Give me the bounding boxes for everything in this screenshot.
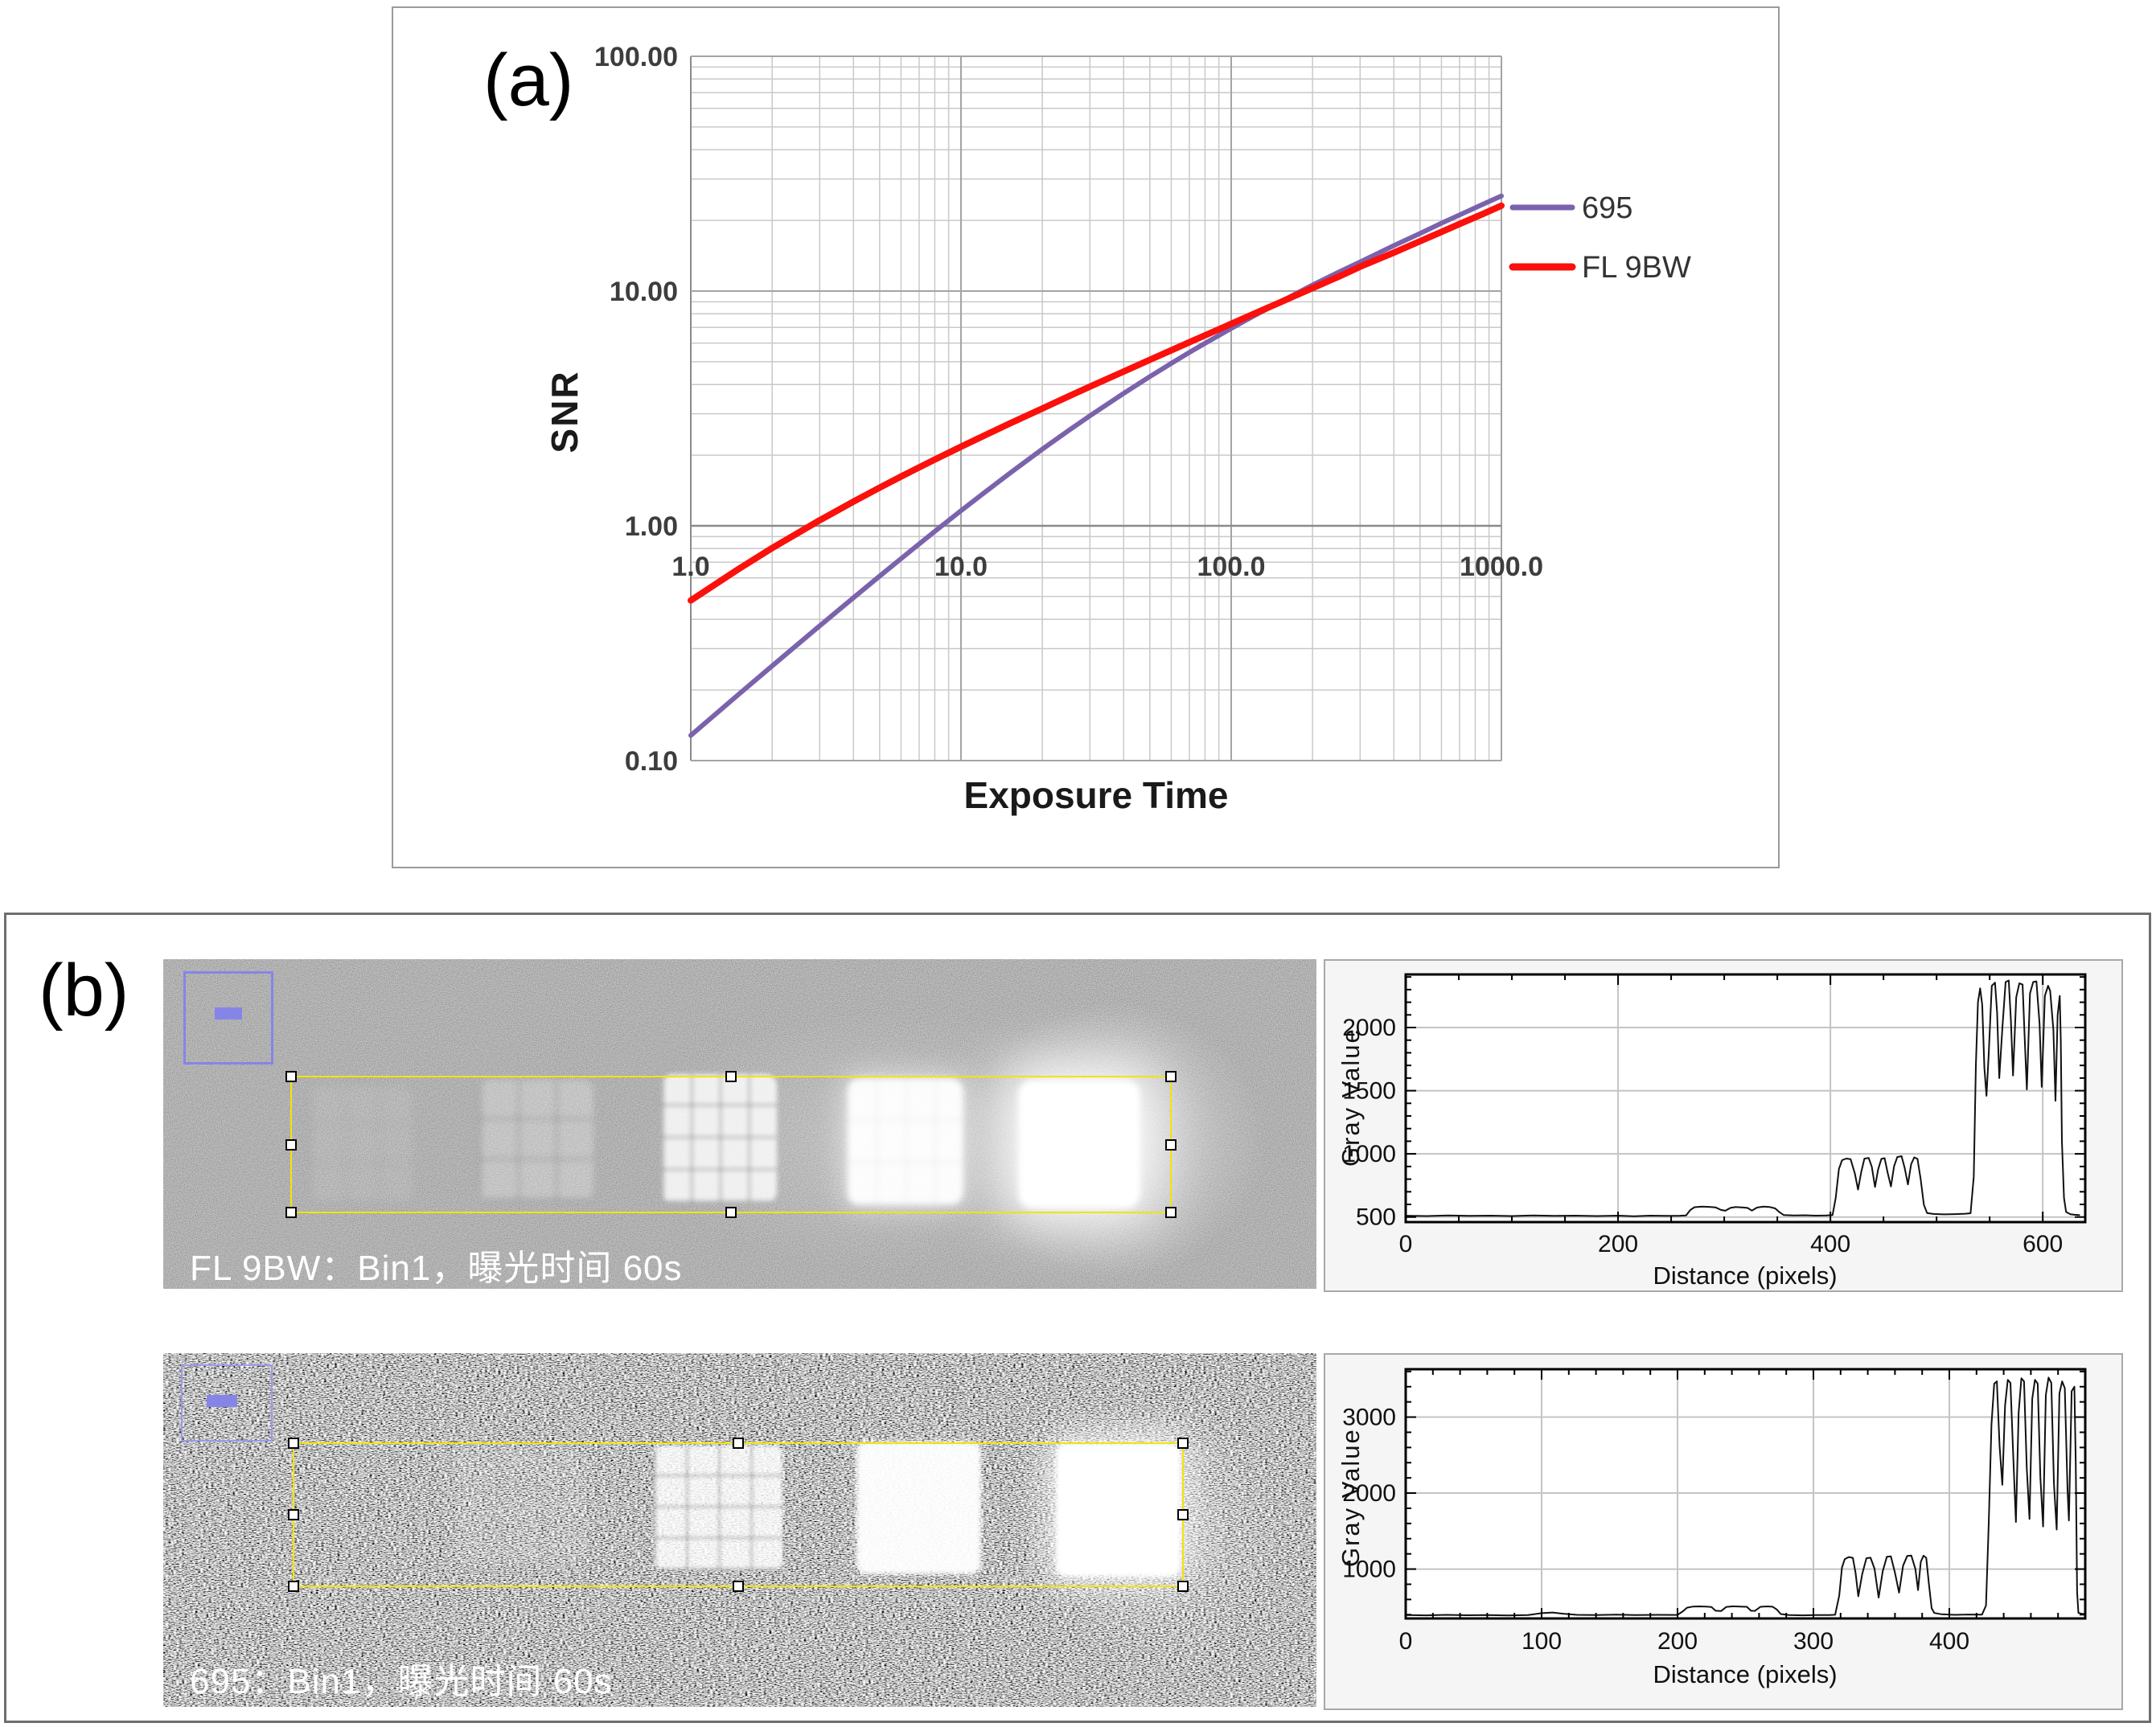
calibration-square-1 [310,1086,413,1203]
calibration-square-5 [1018,1080,1140,1208]
image-caption-695: 695：Bin1，曝光时间 60s [190,1662,613,1701]
profile-curve [1405,979,2080,1217]
svg-text:1000: 1000 [1342,1141,1396,1167]
roi-handle-icon [725,1071,737,1082]
calibration-square-4 [847,1078,963,1205]
roi-handle-icon [1165,1138,1177,1151]
profile1-y-axis-title: Gray Value [1337,1028,1365,1167]
plot-background [1406,974,2085,1222]
profile-axis-numbers: 0 100 200 300 400 1000 2000 3000 [1342,1405,1969,1655]
profile-gridlines [1406,1369,2085,1618]
profile2-y-axis-title: Gray Value [1337,1428,1365,1567]
svg-text:200: 200 [1657,1628,1698,1655]
roi-handle-icon [733,1581,744,1592]
calibration-square-grid [654,1446,782,1570]
camera-image-fl9bw: FL 9BW：Bin1，曝光时间 60s [163,959,1316,1289]
panel-a-label: (a) [483,39,574,121]
series-line-695 [688,193,1504,738]
snr-tick-labels: 100.00 10.00 1.00 0.10 1.0 10.0 100.0 1000.0 [594,42,1543,777]
panel-b: (b) [4,913,2151,1723]
profile-ticks [1405,974,2085,1222]
svg-text:0.10: 0.10 [625,746,678,777]
roi-handle-icon [285,1138,297,1151]
roi-handle-icon [1165,1207,1177,1218]
roi-handle-icon [288,1581,299,1592]
svg-text:0: 0 [1399,1628,1413,1655]
svg-text:2000: 2000 [1342,1015,1396,1041]
svg-text:400: 400 [1810,1231,1850,1257]
svg-text:100: 100 [1522,1628,1562,1655]
calibration-square-white-2 [1056,1443,1181,1577]
svg-text:3000: 3000 [1342,1405,1396,1431]
profile-axis-numbers: 0 200 400 600 500 1000 1500 2000 [1342,1015,2063,1257]
svg-text:10.00: 10.00 [610,277,678,307]
series-line-fl-9bw [688,202,1505,604]
selection-dash-icon [207,1395,237,1407]
roi-handle-icon [733,1438,744,1449]
roi-rectangle-1 [285,1071,1177,1218]
mini-selection-rect-icon [183,971,273,1065]
profile2-x-axis-title: Distance (pixels) [1653,1660,1838,1688]
roi-handle-icon [1177,1581,1189,1592]
profile-plot-1: 0 200 400 600 500 1000 1500 2000 [1342,973,2087,1257]
roi-handle-icon [1177,1509,1189,1520]
svg-text:1.00: 1.00 [625,511,678,542]
snr-chart: 100.00 10.00 1.00 0.10 1.0 10.0 100.0 1000.0 695… [594,42,1691,777]
profile-plot-window-1: 0 200 400 600 500 1000 1500 2000 Gray Value Dis… [1324,959,2123,1292]
svg-text:2000: 2000 [1342,1480,1396,1507]
svg-text:1500: 1500 [1342,1078,1396,1105]
legend-label: 695 [1582,191,1632,225]
calibration-square-2 [479,1080,593,1200]
calibration-square-faint [451,1450,588,1566]
svg-text:1000.0: 1000.0 [1460,552,1543,582]
panel-a: (a) 100.00 10.00 1.00 0.10 1.0 10.0 100.0 1000.… [392,6,1780,868]
camera-image-695: 695：Bin1，曝光时间 60s [163,1353,1316,1707]
svg-text:1000: 1000 [1342,1557,1396,1583]
plot-frame [1404,973,2087,1224]
svg-text:100.00: 100.00 [594,42,678,72]
profile-plot-window-2: 0 100 200 300 400 1000 2000 3000 Gray Value Dis… [1324,1353,2123,1710]
svg-text:400: 400 [1929,1628,1969,1655]
roi-handle-icon [288,1438,299,1449]
roi-handle-icon [285,1207,297,1218]
mini-selection-rect-icon [181,1364,273,1442]
snr-y-axis-title: SNR [544,370,585,453]
svg-text:600: 600 [2023,1231,2063,1257]
svg-text:300: 300 [1793,1628,1834,1655]
calibration-square-white-1 [856,1442,981,1574]
profile-plot-2: 0 100 200 300 400 1000 2000 3000 [1342,1368,2087,1655]
svg-text:100.0: 100.0 [1197,552,1265,582]
panel-b-label: (b) [39,950,129,1032]
profile1-x-axis-title: Distance (pixels) [1653,1261,1838,1290]
legend-label: FL 9BW [1582,251,1691,285]
profile-gridlines [1406,974,2085,1222]
roi-handle-icon [288,1509,299,1520]
snr-gridlines [690,55,1502,761]
svg-text:0: 0 [1399,1231,1413,1257]
roi-handle-icon [1177,1438,1189,1449]
profile-curve [1405,1376,2086,1617]
svg-text:500: 500 [1356,1204,1396,1231]
snr-x-axis-title: Exposure Time [963,774,1229,816]
svg-text:1.0: 1.0 [671,552,709,582]
snr-legend: 695 FL 9BW [1509,191,1691,285]
image-caption-fl9bw: FL 9BW：Bin1，曝光时间 60s [190,1249,683,1288]
profile-ticks [1405,1369,2086,1618]
svg-text:200: 200 [1598,1231,1638,1257]
roi-rectangle-2 [288,1438,1189,1592]
svg-text:10.0: 10.0 [934,552,988,582]
selection-dash-icon [215,1007,242,1019]
roi-handle-icon [285,1071,297,1082]
calibration-square-3 [662,1074,777,1203]
roi-handle-icon [725,1207,737,1218]
roi-handle-icon [1165,1071,1177,1082]
